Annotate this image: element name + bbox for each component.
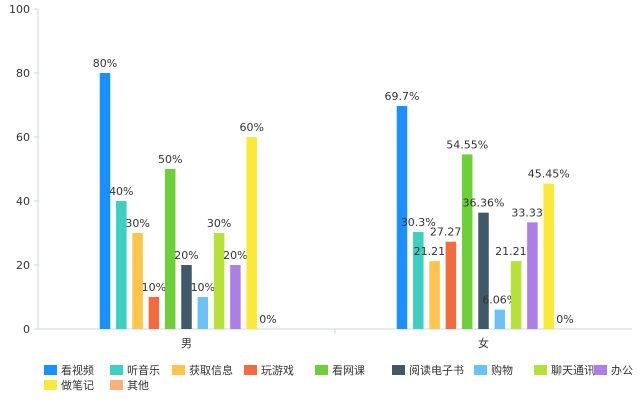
- legend-label: 做笔记: [61, 379, 94, 392]
- data-label: 40%: [109, 185, 133, 198]
- data-label: 36.36%: [463, 197, 505, 210]
- legend-item[interactable]: 做笔记: [44, 379, 94, 393]
- data-label: 10%: [142, 281, 166, 294]
- bar: [99, 73, 111, 329]
- legend-item[interactable]: 聊天通讯: [534, 364, 595, 378]
- legend-item[interactable]: 获取信息: [172, 364, 233, 378]
- legend-label: 聊天通讯: [551, 364, 595, 377]
- bar: [230, 265, 241, 329]
- x-tick-label: 女: [478, 336, 489, 350]
- bar: [213, 233, 225, 329]
- legend-item[interactable]: 购物: [474, 364, 513, 378]
- legend-swatch: [110, 380, 123, 390]
- data-label: 60%: [239, 121, 263, 134]
- y-tick-label: 40: [16, 195, 30, 208]
- bar: [148, 297, 160, 329]
- legend-item[interactable]: 办公: [594, 364, 633, 378]
- bar: [494, 309, 506, 329]
- bar: [132, 233, 143, 329]
- legend-label: 其他: [127, 379, 149, 392]
- data-label: 45.45%: [528, 168, 570, 181]
- bar: [527, 222, 538, 329]
- bar: [461, 154, 473, 329]
- data-label: 21.21%: [414, 245, 456, 258]
- legend-swatch: [172, 365, 185, 375]
- legend-label: 办公: [611, 364, 633, 377]
- legend-swatch: [110, 365, 123, 375]
- legend-swatch: [534, 365, 547, 375]
- data-label: 10%: [191, 281, 215, 294]
- legend-label: 阅读电子书: [409, 364, 464, 377]
- bar: [543, 183, 554, 329]
- bar: [246, 137, 257, 329]
- data-label: 20%: [174, 249, 198, 262]
- legend-label: 看视频: [61, 364, 94, 377]
- y-tick-label: 0: [23, 323, 30, 336]
- data-label: 6.06%: [482, 294, 517, 307]
- bar: [510, 261, 522, 329]
- data-label: 54.55%: [446, 138, 488, 151]
- bar: [413, 232, 424, 329]
- legend-label: 看网课: [332, 364, 365, 377]
- bar: [181, 265, 192, 329]
- y-tick-label: 100: [9, 3, 30, 16]
- y-tick-label: 60: [16, 131, 30, 144]
- legend-item[interactable]: 其他: [110, 379, 149, 393]
- data-label: 27.27%: [430, 226, 472, 239]
- data-label: 0%: [259, 313, 276, 326]
- legend-item[interactable]: 玩游戏: [244, 364, 294, 378]
- legend-item[interactable]: 看网课: [315, 364, 365, 378]
- data-label: 21.21%: [495, 245, 537, 258]
- legend-swatch: [244, 365, 257, 375]
- legend-label: 听音乐: [127, 364, 160, 377]
- bar: [445, 241, 457, 329]
- x-tick-label: 男: [181, 337, 192, 350]
- bar: [164, 169, 176, 329]
- y-tick-label: 20: [16, 259, 30, 272]
- y-tick-label: 80: [16, 67, 30, 80]
- bar: [429, 261, 440, 329]
- data-label: 50%: [158, 153, 182, 166]
- legend-swatch: [594, 365, 607, 375]
- data-label: 80%: [93, 57, 117, 70]
- legend-swatch: [44, 365, 57, 375]
- legend-swatch: [44, 380, 57, 390]
- legend-label: 购物: [491, 364, 513, 377]
- bar: [116, 201, 127, 329]
- data-label: 30.3%: [401, 216, 436, 229]
- legend-swatch: [474, 365, 487, 375]
- legend-label: 玩游戏: [261, 364, 294, 377]
- data-label: 0%: [556, 313, 573, 326]
- data-label: 30%: [125, 217, 149, 230]
- legend-label: 获取信息: [189, 364, 233, 377]
- data-label: 33.33%: [511, 206, 553, 219]
- data-label: 20%: [223, 249, 247, 262]
- legend-swatch: [392, 365, 405, 375]
- data-label: 30%: [207, 217, 231, 230]
- legend-swatch: [315, 365, 328, 375]
- legend-item[interactable]: 阅读电子书: [392, 364, 464, 378]
- legend-item[interactable]: 听音乐: [110, 364, 160, 378]
- bar: [478, 212, 489, 329]
- data-label: 69.7%: [385, 90, 420, 103]
- bar: [396, 105, 408, 330]
- legend-item[interactable]: 看视频: [44, 364, 94, 378]
- bar: [197, 297, 209, 329]
